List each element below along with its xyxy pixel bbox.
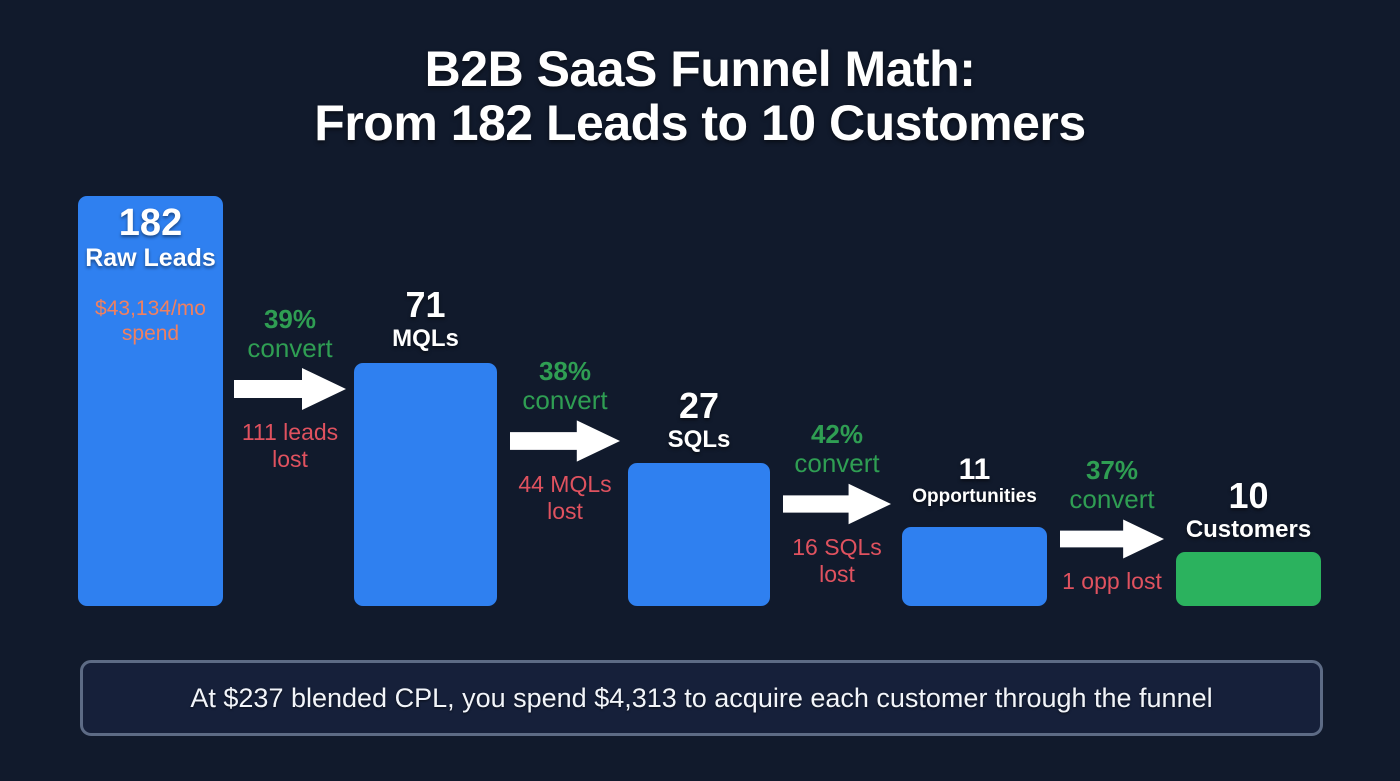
lost-word-1: lost [272, 446, 308, 473]
conversion-rate-3: 42% convert [773, 419, 901, 479]
arrow-right-icon [500, 420, 630, 467]
funnel-bar-raw-leads[interactable]: 182 Raw Leads $43,134/mo spend [78, 196, 223, 606]
lost-count-3: 16 SQLs [792, 534, 882, 561]
funnel-transition-3: 42% convert 16 SQLs lost [773, 419, 901, 588]
stage-count-customers: 10 [1228, 475, 1269, 516]
funnel-transition-4: 37% convert 1 opp lost [1053, 455, 1171, 595]
funnel-bar-mqls[interactable] [354, 363, 497, 606]
stage-count-mqls: 71 [405, 284, 446, 325]
monthly-spend-annotation: $43,134/mo spend [78, 296, 223, 346]
conversion-pct-4: 37% [1085, 455, 1139, 485]
page-title: B2B SaaS Funnel Math: From 182 Leads to … [0, 42, 1400, 150]
funnel-transition-2: 38% convert 44 MQLs lost [500, 356, 630, 525]
stage-count-raw-leads: 182 [118, 202, 183, 244]
conversion-rate-4: 37% convert [1053, 455, 1171, 515]
stage-name-opportunities: Opportunities [912, 486, 1037, 508]
conversion-pct-3: 42% [810, 419, 864, 449]
lost-word-2: lost [547, 498, 583, 525]
stage-count-sqls: 27 [678, 385, 720, 426]
opps-lost-4: 1 opp lost [1053, 568, 1171, 595]
summary-callout-box: At $237 blended CPL, you spend $4,313 to… [80, 660, 1323, 736]
arrow-right-icon [773, 483, 901, 530]
funnel-bar-label-sqls: 27 SQLs [628, 385, 770, 453]
title-line-1: B2B SaaS Funnel Math: [424, 41, 976, 97]
conversion-pct-1: 39% [263, 304, 317, 334]
funnel-bar-label-customers: 10 Customers [1176, 475, 1321, 543]
arrow-right-icon [225, 368, 355, 415]
conversion-rate-2: 38% convert [500, 356, 630, 416]
funnel-bar-customers[interactable] [1176, 552, 1321, 606]
stage-name-mqls: MQLs [392, 324, 459, 352]
funnel-bar-sqls[interactable] [628, 463, 770, 606]
sqls-lost-3: 16 SQLs lost [773, 534, 901, 588]
funnel-bar-label-opportunities: 11 Opportunities [896, 453, 1053, 508]
spend-amount: $43,134/mo [95, 297, 206, 320]
stage-count-opportunities: 11 [958, 453, 991, 486]
lost-count-1: 111 leads [241, 419, 339, 446]
conversion-word-4: convert [1069, 484, 1155, 515]
funnel-transition-1: 39% convert 111 leads lost [225, 304, 355, 473]
funnel-bar-opportunities[interactable] [902, 527, 1047, 606]
stage-name-customers: Customers [1185, 515, 1312, 543]
spend-word: spend [121, 322, 180, 346]
lost-count-2: 44 MQLs [518, 471, 612, 498]
title-line-2: From 182 Leads to 10 Customers [314, 95, 1086, 151]
conversion-word-3: convert [794, 448, 880, 479]
arrow-right-icon [1053, 519, 1171, 564]
stage-name-raw-leads: Raw Leads [85, 243, 216, 272]
funnel-bar-label-raw-leads: 182 Raw Leads [78, 202, 223, 273]
stage-name-sqls: SQLs [667, 425, 731, 453]
conversion-pct-2: 38% [538, 356, 592, 386]
leads-lost-1: 111 leads lost [225, 419, 355, 473]
lost-count-4: 1 opp lost [1062, 568, 1162, 595]
conversion-word-1: convert [247, 333, 333, 364]
funnel-bar-label-mqls: 71 MQLs [354, 284, 497, 352]
summary-callout-text: At $237 blended CPL, you spend $4,313 to… [190, 682, 1213, 713]
conversion-rate-1: 39% convert [225, 304, 355, 364]
conversion-word-2: convert [522, 385, 608, 416]
mqls-lost-2: 44 MQLs lost [500, 471, 630, 525]
lost-word-3: lost [819, 561, 855, 588]
